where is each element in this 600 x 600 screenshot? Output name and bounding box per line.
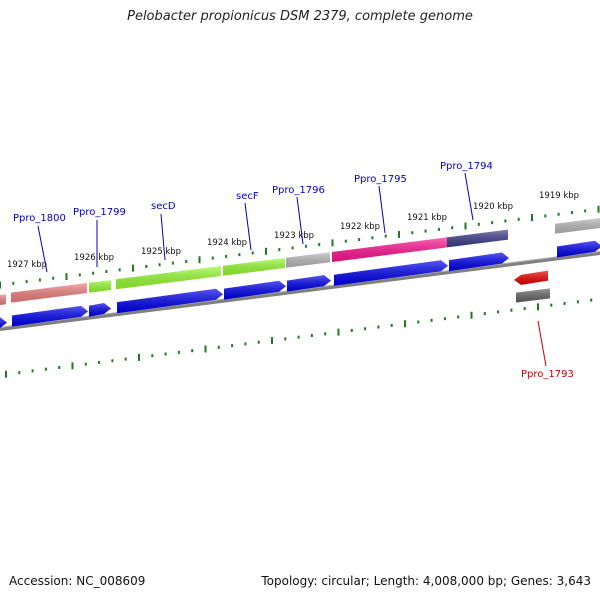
callout-line [537,320,547,367]
gene-label: Ppro_1796 [272,185,325,196]
gene-callouts: Ppro_1800 Ppro_1799 secD secF Ppro_1796 Ppro_… [13,161,574,380]
cds-arrow-shade [12,305,88,327]
kbp-label: 1923 kbp [274,231,314,241]
callout-line [160,213,166,261]
callout-line [464,172,474,221]
feature-bar-ppro-1796-shade [286,252,330,268]
scale-ticks-inner [5,298,593,378]
callout-line [244,202,252,251]
kbp-label: 1921 kbp [407,213,447,223]
kbp-label: 1920 kbp [473,202,513,212]
cds-arrow-shade [449,252,509,272]
genome-summary-text: Topology: circular; Length: 4,008,000 bp… [261,574,591,588]
kbp-labels: 1927 kbp 1926 kbp 1925 kbp 1924 kbp 1923 kbp… [7,191,579,270]
kbp-label: 1927 kbp [7,260,47,270]
cds-arrow-shade [89,302,111,317]
feature-bar-ppro-1793-shade [516,288,550,303]
gene-label: Ppro_1795 [354,174,407,185]
feature-bar-ppro-1800-shade [11,282,87,303]
accession-text: Accession: NC_008609 [9,574,146,588]
callout-line [296,196,304,245]
kbp-label: 1926 kbp [74,253,114,263]
genome-backbone [0,251,600,331]
colored-gene-features [0,218,600,305]
cds-arrow-shade [334,260,448,286]
cds-arrow-shade [117,288,223,314]
cds-arrows [0,240,600,329]
scale-ticks-outer [0,205,600,289]
gene-label: secD [151,201,176,212]
feature-bar-ppro-1799-shade [89,279,111,293]
callout-line [378,185,386,234]
gene-label: Ppro_1794 [440,161,493,172]
gene-label: Ppro_1793 [521,369,574,380]
feature-bar-ppro-1795-shade [332,237,447,262]
kbp-label: 1919 kbp [539,191,579,201]
feature-bar-ppro-1794-shade [447,229,508,248]
cds-arrow-shade [0,317,7,329]
callout-line [37,225,48,273]
map-title: Pelobacter propionicus DSM 2379, complet… [127,9,473,24]
feature-bar-partial-shade [0,294,6,305]
gene-label: secF [236,191,259,202]
cds-arrow-shade [287,275,331,292]
feature-bar-secf-shade [223,257,285,276]
kbp-label: 1922 kbp [340,222,380,232]
kbp-label: 1925 kbp [141,247,181,257]
cds-arrow-shade [224,280,286,300]
feature-bar-right-shade [555,218,600,234]
gene-label: Ppro_1800 [13,213,66,224]
cds-arrow-ppro-1793-shade [514,270,548,285]
gene-label: Ppro_1799 [73,207,126,218]
kbp-label: 1924 kbp [207,238,247,248]
cds-arrow-shade [557,240,600,258]
feature-bar-secd-shade [116,266,221,290]
